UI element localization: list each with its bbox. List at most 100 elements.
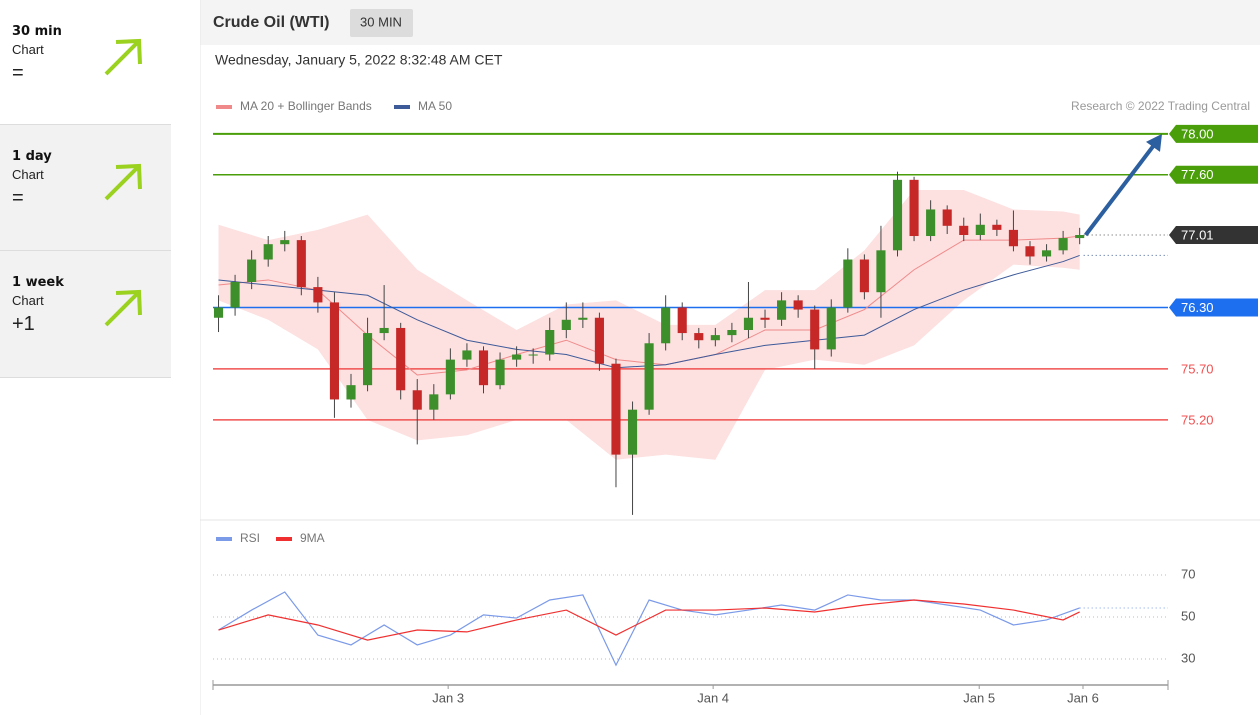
candle-body: [594, 317, 604, 364]
legend-swatch: [216, 105, 232, 109]
legend-label: RSI: [240, 531, 260, 545]
candle-body: [859, 259, 869, 293]
candle-body: [777, 300, 787, 320]
timeframe: 30 min: [12, 24, 62, 39]
trend-icon: [104, 38, 142, 76]
candle-body: [843, 259, 853, 308]
candle-body: [363, 333, 373, 386]
item-label: Chart: [12, 167, 44, 182]
interval-badge[interactable]: [350, 9, 413, 37]
level-tag: [1169, 124, 1258, 143]
candle-body: [1025, 246, 1035, 257]
candle-body: [975, 224, 985, 235]
signal-item[interactable]: 1 day Chart =: [0, 125, 171, 251]
candle-body: [263, 244, 273, 260]
legend-label: MA 20 + Bollinger Bands: [240, 99, 372, 113]
legend-swatch: [216, 537, 232, 541]
candle-body: [694, 333, 704, 341]
series-line: [218, 254, 1080, 369]
candle-body: [942, 209, 952, 226]
candle-body: [959, 225, 969, 235]
timeframe: 1 day: [12, 149, 52, 164]
trend-icon: [104, 163, 142, 201]
candle-body: [412, 390, 422, 410]
candle-body: [1075, 235, 1085, 239]
signal-item[interactable]: 1 week Chart +1: [0, 251, 171, 378]
level-tag: [1169, 298, 1258, 317]
item-label: Chart: [12, 293, 44, 308]
level-label: 78.00: [1181, 126, 1214, 141]
level-tag: [1169, 226, 1258, 244]
y-tick-label: 50: [1181, 608, 1195, 623]
candle-body: [810, 309, 820, 350]
timeframe: 1 week: [12, 275, 64, 290]
candle-body: [1042, 250, 1052, 257]
candle-body: [677, 307, 687, 334]
candle-body: [926, 209, 936, 237]
x-tick-label: Jan 3: [432, 690, 464, 705]
x-tick-label: Jan 4: [697, 690, 729, 705]
instrument-title: Crude Oil (WTI): [213, 14, 329, 31]
candle-body: [313, 287, 323, 303]
level-label: 77.01: [1181, 227, 1214, 242]
candle-body: [710, 335, 720, 341]
candle-body: [495, 359, 505, 386]
y-tick-label: 30: [1181, 650, 1195, 665]
series-line: [218, 599, 1080, 641]
candle-body: [280, 240, 290, 245]
interval-label: 30 MIN: [360, 14, 402, 29]
candle-body: [826, 307, 836, 350]
target-arrowhead: [1146, 133, 1162, 152]
candle-body: [644, 343, 654, 410]
chart-panel: Crude Oil (WTI) 30 MIN Wednesday, Januar…: [200, 0, 1260, 715]
candle-body: [528, 354, 538, 356]
candle-body: [793, 300, 803, 310]
candle-body: [445, 359, 455, 395]
candle-body: [296, 240, 306, 288]
signal: =: [12, 62, 24, 84]
level-label: 75.70: [1181, 361, 1214, 376]
candle-body: [396, 327, 406, 391]
candle-body: [876, 250, 886, 293]
candle-body: [627, 409, 638, 455]
candle-body: [892, 179, 903, 251]
candle-body: [379, 327, 389, 334]
legend-swatch: [276, 537, 292, 541]
candle-body: [230, 281, 240, 308]
candle-body: [661, 307, 671, 344]
timestamp: Wednesday, January 5, 2022 8:32:48 AM CE…: [215, 52, 503, 68]
candle-body: [611, 363, 621, 455]
legend-label: MA 50: [418, 99, 452, 113]
candle-body: [743, 317, 754, 330]
candle-body: [462, 350, 472, 360]
y-tick-label: 70: [1181, 566, 1195, 581]
level-label: 76.30: [1181, 300, 1214, 315]
candle-body: [909, 179, 919, 237]
level-tag: [1169, 165, 1258, 184]
candle-body: [346, 385, 356, 400]
candle-body: [329, 302, 339, 400]
signal: +1: [12, 313, 35, 335]
candle-body: [429, 394, 439, 410]
candle-body: [561, 319, 571, 330]
candle-body: [247, 259, 257, 282]
candle-body: [213, 307, 224, 318]
legend-label: 9MA: [300, 531, 325, 545]
target-arrow: [1084, 138, 1160, 237]
signal: =: [12, 187, 24, 209]
signal-item[interactable]: 30 min Chart =: [0, 0, 171, 125]
candle-body: [512, 354, 522, 360]
level-label: 77.60: [1181, 167, 1214, 182]
x-tick-label: Jan 5: [963, 690, 995, 705]
legend-swatch: [394, 105, 410, 109]
candle-body: [992, 224, 1002, 230]
x-tick-label: Jan 6: [1067, 690, 1099, 705]
copyright: Research © 2022 Trading Central: [1071, 99, 1250, 113]
candle-body: [760, 317, 770, 320]
candle-body: [1008, 229, 1018, 247]
candle-body: [545, 330, 555, 355]
candle-body: [1058, 238, 1068, 251]
item-label: Chart: [12, 42, 44, 57]
